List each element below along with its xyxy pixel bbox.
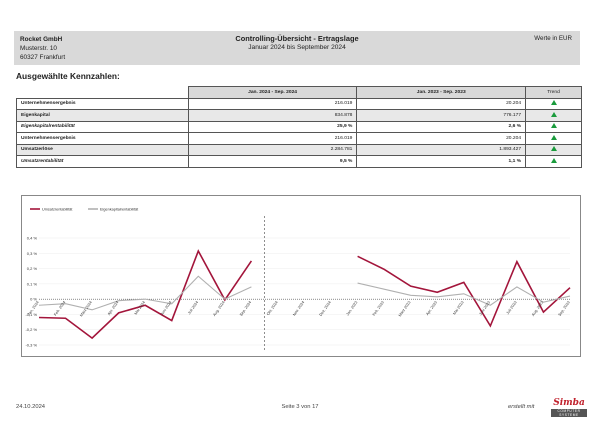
y-tick-label: -0,1 %: [25, 312, 37, 317]
company-name: Rocket GmbH: [20, 36, 63, 43]
simba-logo: Simba COMPUTER SYSTEME: [551, 399, 587, 417]
y-tick-label: -0,2 %: [25, 327, 37, 332]
report-title-block: Controlling-Übersicht - Ertragslage Janu…: [14, 34, 580, 52]
series-line: [38, 275, 252, 311]
value-previous: 1.893.427: [356, 143, 527, 156]
value-current: 9,5 %: [187, 155, 358, 168]
value-current: 216.019: [187, 97, 358, 110]
table-row: Umsatzerlöse 2.284.781 1.893.427: [16, 143, 582, 156]
column-header-previous: Jan. 2023 - Sep. 2023: [356, 86, 527, 99]
report-period: Januar 2024 bis September 2024: [248, 44, 346, 51]
x-tick-label: Jan. 2023: [346, 300, 359, 316]
trend-cell: [525, 132, 582, 145]
row-label: Umsatzerlöse: [16, 143, 189, 156]
series-line: [38, 249, 253, 340]
x-tick-label: März 2024: [79, 300, 93, 317]
y-tick-label: 0,2 %: [27, 266, 38, 271]
table-row: Umsatzrentabilität 9,5 % 1,1 %: [16, 155, 582, 168]
legend-label: Umsatzrentabilität: [42, 208, 73, 212]
table-row: Eigenkapitalrentabilität 25,9 % 2,6 %: [16, 120, 582, 133]
row-label: Umsatzrentabilität: [16, 155, 189, 168]
row-label: Eigenkapital: [16, 109, 189, 122]
report-header: Rocket GmbH Musterstr. 10 60327 Frankfur…: [14, 31, 580, 65]
trend-up-icon: [550, 100, 557, 106]
table-row: Eigenkapital 834.878 776.177: [16, 109, 582, 122]
value-current: 834.878: [187, 109, 358, 122]
legend-label: Eigenkapitalrentabilität: [100, 208, 139, 212]
report-title: Controlling-Übersicht - Ertragslage: [235, 34, 359, 43]
x-tick-label: Mai 2023: [452, 300, 464, 315]
table-row: Unternehmensergebnis 216.019 20.204: [16, 97, 582, 110]
x-tick-label: Juli 2024: [187, 300, 199, 315]
x-tick-label: Juli 2023: [506, 300, 518, 315]
y-tick-label: 0 %: [30, 297, 37, 302]
line-chart: Umsatzrentabilität Eigenkapitalrentabilit…: [25, 208, 571, 352]
trend-cell: [525, 109, 582, 122]
chart-box: Umsatzrentabilität Eigenkapitalrentabilit…: [21, 195, 581, 357]
logo-subtext: COMPUTER SYSTEME: [551, 409, 587, 417]
currency-note: Werte in EUR: [534, 35, 572, 42]
y-tick-label: -0,3 %: [25, 343, 37, 348]
trend-cell: [525, 143, 582, 156]
logo-text: Simba: [553, 398, 585, 408]
x-tick-label: März 2023: [398, 300, 412, 317]
y-tick-label: 0,4 %: [27, 236, 38, 241]
column-header-trend: Trend: [525, 86, 582, 99]
footer-page: Seite 3 von 17: [281, 404, 319, 410]
value-previous: 20.204: [356, 132, 527, 145]
y-tick-label: 0,1 %: [27, 281, 38, 286]
table-row: Unternehmensergebnis 216.019 20.204: [16, 132, 582, 145]
footer-created-with: erstellt mit: [508, 404, 535, 410]
row-label: Unternehmensergebnis: [16, 97, 189, 110]
company-city: 60327 Frankfurt: [20, 54, 66, 61]
trend-up-icon: [550, 123, 557, 129]
table-corner: [17, 87, 189, 99]
x-tick-label: Okt. 2024: [266, 300, 279, 316]
trend-up-icon: [550, 146, 557, 152]
trend-cell: [525, 155, 582, 168]
value-current: 2.284.781: [187, 143, 358, 156]
series-line: [357, 255, 571, 328]
trend-cell: [525, 120, 582, 133]
value-current: 216.019: [187, 132, 358, 145]
x-tick-label: Apr. 2023: [425, 300, 438, 316]
company-street: Musterstr. 10: [20, 45, 57, 52]
kpi-table-header: Jan. 2024 - Sep. 2024 Jan. 2023 - Sep. 2…: [17, 86, 582, 99]
value-current: 25,9 %: [187, 120, 358, 133]
row-label: Unternehmensergebnis: [16, 132, 189, 145]
trend-cell: [525, 97, 582, 110]
series-line: [357, 282, 571, 306]
trend-up-icon: [550, 111, 557, 117]
company-address: Rocket GmbH Musterstr. 10 60327 Frankfur…: [20, 35, 65, 62]
value-previous: 776.177: [356, 109, 527, 122]
value-previous: 2,6 %: [356, 120, 527, 133]
column-header-current: Jan. 2024 - Sep. 2024: [187, 86, 358, 99]
row-label: Eigenkapitalrentabilität: [16, 120, 189, 133]
y-tick-label: 0,3 %: [27, 251, 38, 256]
value-previous: 1,1 %: [356, 155, 527, 168]
trend-up-icon: [550, 157, 557, 163]
kpi-table: Jan. 2024 - Sep. 2024 Jan. 2023 - Sep. 2…: [16, 86, 582, 168]
value-previous: 20.204: [356, 97, 527, 110]
footer-date: 24.10.2024: [16, 404, 46, 410]
section-title: Ausgewählte Kennzahlen:: [16, 71, 120, 81]
trend-up-icon: [550, 134, 557, 140]
